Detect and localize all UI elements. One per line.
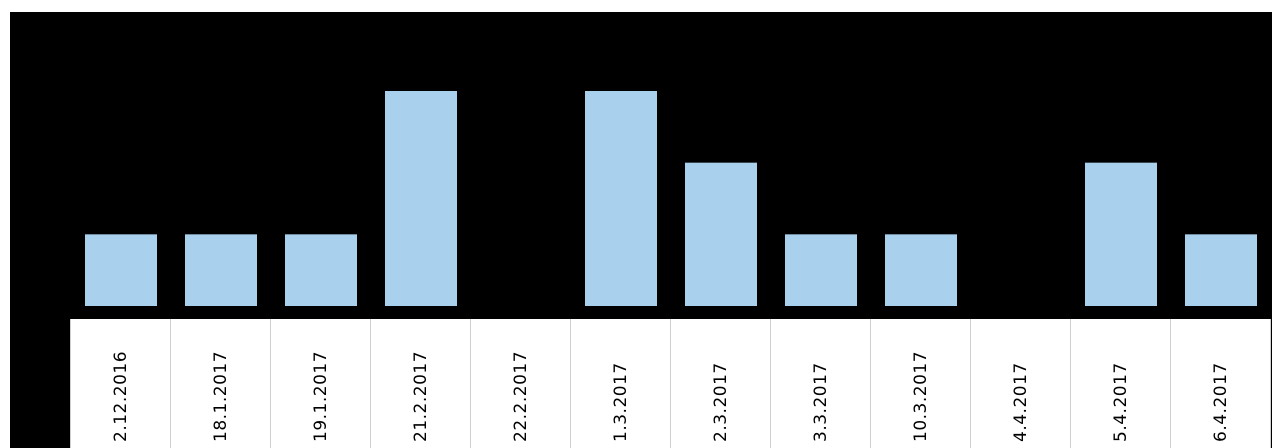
bar-2.12.2016	[85, 234, 157, 306]
bar-18.1.2017	[185, 234, 257, 306]
bar-3.3.2017	[785, 234, 857, 306]
bar-1.3.2017	[585, 91, 657, 306]
x-tick-label: 4.4.2017	[1011, 362, 1031, 442]
x-tick-label: 3.3.2017	[811, 362, 831, 442]
x-tick-label: 6.4.2017	[1211, 362, 1231, 442]
x-tick-label: 5.4.2017	[1111, 362, 1131, 442]
bar-5.4.2017	[1085, 162, 1157, 306]
bar-6.4.2017	[1185, 234, 1257, 306]
bar-10.3.2017	[885, 234, 957, 306]
x-tick-label: 21.2.2017	[411, 351, 431, 442]
bar-2.3.2017	[685, 162, 757, 306]
bar-19.1.2017	[285, 234, 357, 306]
x-tick-label: 10.3.2017	[911, 351, 931, 442]
x-tick-label: 2.3.2017	[711, 362, 731, 442]
x-tick-label: 1.3.2017	[611, 362, 631, 442]
x-tick-label: 22.2.2017	[511, 351, 531, 442]
x-tick-label: 18.1.2017	[211, 351, 231, 442]
bar-21.2.2017	[385, 91, 457, 306]
x-tick-label: 19.1.2017	[311, 351, 331, 442]
x-tick-label: 2.12.2016	[111, 351, 131, 442]
